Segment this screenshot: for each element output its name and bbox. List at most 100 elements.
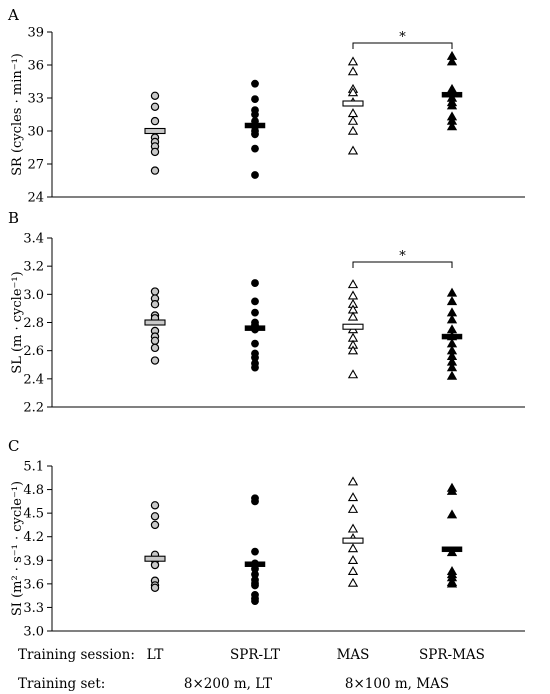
significance-bracket: * bbox=[352, 249, 453, 268]
y-tick-label: 33 bbox=[27, 92, 44, 107]
series-lt bbox=[144, 287, 166, 365]
y-tick-label: 4.2 bbox=[23, 530, 44, 545]
data-point bbox=[251, 144, 259, 153]
mean-marker bbox=[342, 537, 364, 544]
y-tick-label: 3.0 bbox=[23, 625, 44, 640]
mean-marker bbox=[244, 325, 266, 331]
y-tick-label: 2.2 bbox=[23, 401, 44, 416]
mean-marker bbox=[244, 122, 266, 129]
series-spr-lt bbox=[244, 79, 266, 179]
series-mas bbox=[342, 279, 364, 379]
data-point bbox=[251, 297, 259, 306]
y-tick-label: 3.0 bbox=[23, 288, 44, 303]
data-point bbox=[150, 336, 160, 346]
category-label: SPR-MAS bbox=[419, 647, 485, 663]
data-point bbox=[446, 121, 458, 131]
data-point bbox=[347, 279, 359, 289]
data-point bbox=[150, 147, 160, 157]
y-tick-label: 5.1 bbox=[23, 460, 44, 475]
mean-marker bbox=[144, 555, 166, 562]
data-point bbox=[347, 311, 359, 321]
y-tick-label: 39 bbox=[27, 26, 44, 41]
series-mas bbox=[342, 476, 364, 587]
data-point bbox=[251, 279, 259, 287]
mean-marker bbox=[342, 323, 364, 330]
data-point bbox=[251, 110, 259, 119]
data-point bbox=[347, 290, 359, 300]
training-set-lt: 8×200 m, LT bbox=[184, 676, 272, 692]
data-point bbox=[347, 345, 359, 355]
panel-letter: B bbox=[8, 209, 19, 227]
y-tick-label: 3.4 bbox=[23, 232, 44, 247]
series-spr-mas bbox=[441, 482, 463, 588]
data-point bbox=[251, 95, 259, 103]
mean-marker bbox=[342, 100, 364, 107]
mean-marker bbox=[144, 127, 166, 135]
y-tick-label: 30 bbox=[27, 125, 44, 140]
y-tick-label: 27 bbox=[27, 158, 44, 173]
series-lt bbox=[144, 91, 166, 175]
bracket-line bbox=[352, 261, 453, 268]
mean-marker bbox=[441, 333, 463, 340]
significance-star: * bbox=[399, 30, 406, 45]
data-point bbox=[347, 554, 359, 564]
data-point bbox=[446, 370, 458, 380]
data-point bbox=[251, 581, 259, 590]
data-point bbox=[251, 339, 259, 348]
mean-marker bbox=[441, 91, 463, 98]
data-point bbox=[347, 577, 359, 587]
data-point bbox=[251, 308, 259, 317]
data-point bbox=[251, 171, 259, 179]
y-tick-label: 24 bbox=[27, 191, 44, 206]
data-point bbox=[150, 520, 160, 530]
data-point bbox=[150, 166, 160, 175]
panel-letter: A bbox=[7, 6, 19, 24]
training-set-mas: 8×100 m, MAS bbox=[345, 676, 449, 692]
category-label: SPR-LT bbox=[230, 647, 280, 663]
data-point bbox=[251, 547, 259, 556]
data-point bbox=[347, 125, 359, 135]
series-spr-lt bbox=[244, 494, 266, 606]
data-point bbox=[251, 363, 259, 372]
data-point bbox=[347, 503, 359, 513]
data-point bbox=[446, 314, 458, 324]
data-point bbox=[446, 485, 458, 495]
data-point bbox=[150, 102, 160, 112]
data-point bbox=[347, 543, 359, 553]
series-spr-mas bbox=[441, 50, 463, 131]
panel-b: B 2.2 2.4 2.6 2.8 3.0 3.2 3.4 SL (m · cycle⁻¹) * bbox=[8, 209, 525, 416]
data-point bbox=[251, 497, 259, 506]
y-tick-label: 2.6 bbox=[23, 344, 44, 359]
data-point bbox=[446, 287, 458, 297]
data-point bbox=[150, 512, 160, 521]
y-axis-label: SL (m · cycle⁻¹) bbox=[10, 271, 25, 373]
data-point bbox=[446, 296, 458, 306]
training-session-label: Training session: bbox=[18, 647, 135, 663]
data-point bbox=[251, 79, 259, 88]
mean-marker bbox=[441, 546, 463, 553]
data-point bbox=[150, 343, 160, 353]
data-point bbox=[150, 287, 160, 296]
y-tick-label: 2.4 bbox=[23, 372, 44, 387]
series-lt bbox=[144, 501, 166, 592]
data-point bbox=[347, 108, 359, 118]
data-point bbox=[347, 145, 359, 155]
series-spr-mas bbox=[441, 287, 463, 380]
data-point bbox=[251, 130, 259, 139]
data-point bbox=[347, 565, 359, 575]
panel-c: C 3.0 3.3 3.6 3.9 4.2 4.5 4.8 5.1 SI (m² · s⁻¹ · … bbox=[8, 437, 525, 640]
data-point bbox=[446, 509, 458, 519]
data-point bbox=[347, 87, 359, 97]
series-mas bbox=[342, 56, 364, 155]
training-set-label: Training set: bbox=[18, 676, 105, 692]
category-label: MAS bbox=[337, 647, 370, 663]
data-point bbox=[347, 369, 359, 379]
data-point bbox=[251, 597, 259, 606]
data-point bbox=[150, 356, 160, 365]
data-point bbox=[347, 66, 359, 76]
y-tick-label: 2.8 bbox=[23, 316, 44, 331]
panel-letter: C bbox=[8, 437, 19, 455]
